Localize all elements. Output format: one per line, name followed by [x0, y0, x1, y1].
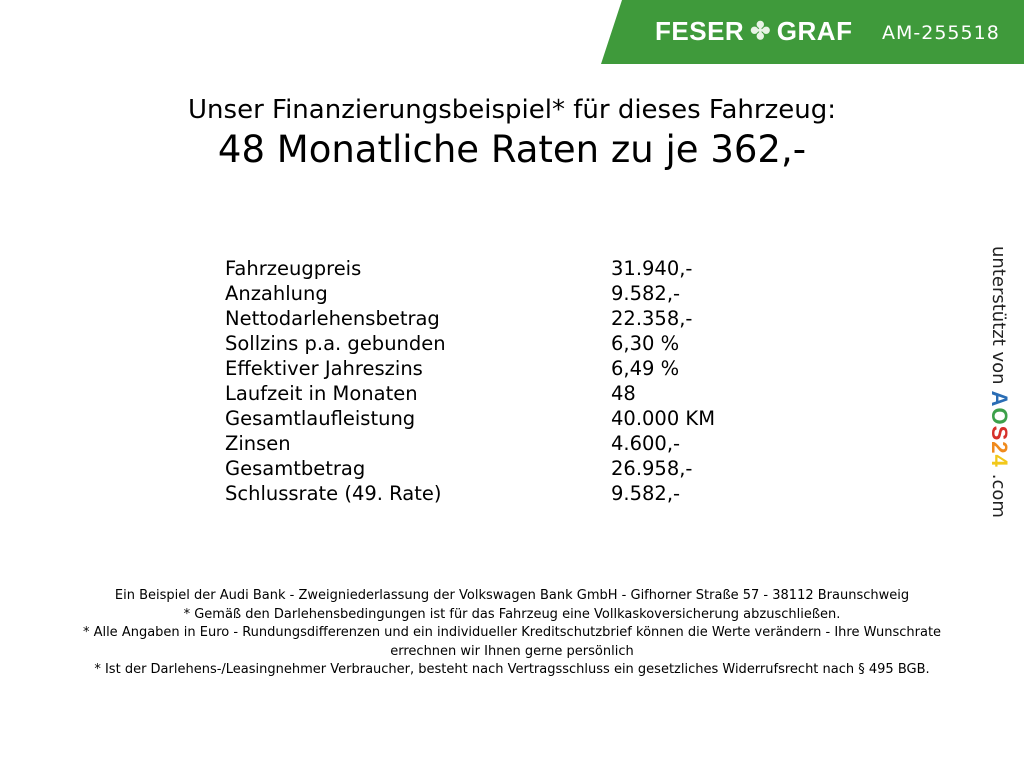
- row-value: 26.958,-: [611, 457, 693, 480]
- table-row: Anzahlung 9.582,-: [225, 282, 745, 307]
- row-label: Gesamtbetrag: [225, 457, 366, 480]
- table-row: Gesamtlaufleistung 40.000 KM: [225, 407, 745, 432]
- brand-left: FESER: [655, 16, 745, 46]
- table-row: Effektiver Jahreszins 6,49 %: [225, 357, 745, 382]
- row-label: Schlussrate (49. Rate): [225, 482, 442, 505]
- logo-letter: S: [987, 425, 1012, 442]
- footer-line: * Ist der Darlehens-/Leasingnehmer Verbr…: [94, 662, 930, 677]
- footer-line: * Gemäß den Darlehensbedingungen ist für…: [183, 606, 841, 622]
- row-value: 31.940,-: [611, 257, 693, 280]
- row-value: 6,30 %: [611, 332, 680, 355]
- supported-by-text: unterstützt von: [988, 246, 1010, 385]
- row-value: 40.000 KM: [611, 407, 716, 430]
- row-value: 9.582,-: [611, 282, 681, 305]
- logo-letter: 4: [987, 454, 1012, 468]
- vehicle-code: AM-255518: [882, 22, 1000, 44]
- clover-icon: ✤: [750, 18, 771, 45]
- row-label: Effektiver Jahreszins: [225, 357, 423, 380]
- table-row: Nettodarlehensbetrag 22.358,-: [225, 307, 745, 332]
- row-label: Fahrzeugpreis: [225, 257, 362, 280]
- table-row: Schlussrate (49. Rate) 9.582,-: [225, 482, 745, 507]
- row-label: Zinsen: [225, 432, 291, 455]
- supported-by: unterstützt von AOS24 .com: [986, 246, 1012, 518]
- brand-banner: [601, 0, 1024, 64]
- table-row: Gesamtbetrag 26.958,-: [225, 457, 745, 482]
- row-label: Gesamtlaufleistung: [225, 407, 416, 430]
- table-row: Sollzins p.a. gebunden 6,30 %: [225, 332, 745, 357]
- row-value: 6,49 %: [611, 357, 680, 380]
- table-row: Fahrzeugpreis 31.940,-: [225, 257, 745, 282]
- row-label: Sollzins p.a. gebunden: [225, 332, 446, 355]
- row-value: 22.358,-: [611, 307, 693, 330]
- brand-right: GRAF: [776, 16, 853, 46]
- row-label: Laufzeit in Monaten: [225, 382, 418, 405]
- title-line-1: Unser Finanzierungsbeispiel* für dieses …: [188, 95, 836, 125]
- table-row: Zinsen 4.600,-: [225, 432, 745, 457]
- row-value: 48: [611, 382, 636, 405]
- row-label: Nettodarlehensbetrag: [225, 307, 440, 330]
- footer-notes: Ein Beispiel der Audi Bank - Zweignieder…: [50, 587, 974, 680]
- footer-line: Ein Beispiel der Audi Bank - Zweignieder…: [114, 588, 910, 603]
- finance-table: Fahrzeugpreis 31.940,- Anzahlung 9.582,- N…: [225, 257, 745, 507]
- logo-letter: O: [987, 407, 1012, 426]
- row-label: Anzahlung: [225, 282, 328, 305]
- row-value: 9.582,-: [611, 482, 681, 505]
- logo-letter: A: [987, 390, 1012, 408]
- aos24-logo: AOS24: [986, 391, 1012, 468]
- table-row: Laufzeit in Monaten 48: [225, 382, 745, 407]
- row-value: 4.600,-: [611, 432, 681, 455]
- logo-suffix: .com: [988, 473, 1010, 518]
- logo-letter: 2: [987, 441, 1012, 455]
- footer-line: * Alle Angaben in Euro - Rundungsdiffere…: [82, 625, 942, 659]
- title-line-2: 48 Monatliche Raten zu je 362,-: [217, 128, 807, 171]
- feser-graf-logo: FESER ✤ GRAF: [655, 16, 852, 47]
